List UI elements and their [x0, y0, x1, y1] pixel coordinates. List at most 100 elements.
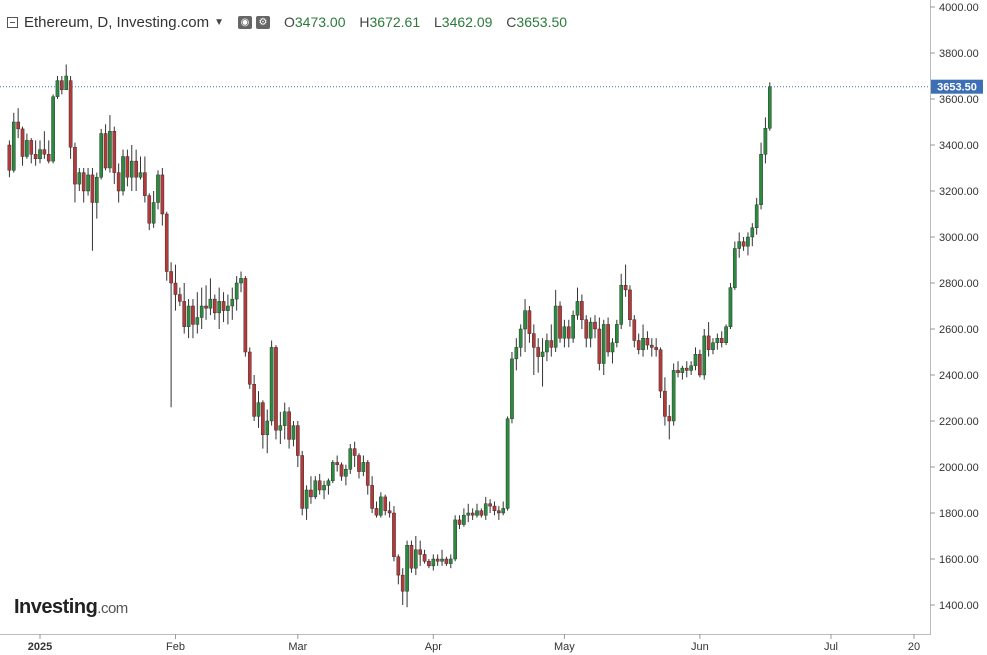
- candle: [95, 172, 99, 219]
- candle-body-down: [435, 558, 440, 562]
- candle: [641, 324, 645, 357]
- candle: [138, 156, 143, 180]
- candle-body-down: [488, 503, 492, 507]
- candle-body-up: [588, 321, 593, 339]
- y-tick-label: 1400.00: [939, 600, 979, 612]
- candle: [728, 283, 733, 329]
- candle: [208, 278, 213, 316]
- eye-icon[interactable]: ◉: [237, 15, 252, 29]
- candle: [86, 168, 90, 196]
- x-tick-label: May: [554, 641, 575, 653]
- candle: [654, 338, 658, 357]
- candle-body-down: [261, 402, 265, 436]
- candle: [558, 301, 562, 343]
- candle-body-up: [282, 411, 287, 426]
- candle-body-up: [217, 301, 221, 314]
- candle: [344, 464, 348, 486]
- candle-body-down: [274, 347, 278, 431]
- candle-body-down: [580, 301, 584, 320]
- candle: [746, 232, 750, 256]
- candle-body-down: [164, 213, 169, 272]
- candle: [60, 76, 64, 95]
- chevron-down-icon[interactable]: ▼: [214, 16, 224, 28]
- y-tick-label: 2200.00: [939, 416, 979, 428]
- candle: [191, 299, 195, 339]
- candle-body-up: [278, 425, 283, 431]
- candle: [25, 133, 29, 159]
- y-tick-label: 1800.00: [939, 508, 979, 520]
- candle-body-up: [326, 480, 331, 486]
- candle: [282, 402, 287, 440]
- candle-body-down: [147, 195, 152, 224]
- candle-body-up: [571, 315, 575, 339]
- candle: [483, 496, 488, 520]
- candle: [247, 347, 252, 389]
- settings-gear-icon[interactable]: ⚙: [255, 15, 270, 29]
- candle: [540, 338, 545, 387]
- candle: [335, 455, 339, 472]
- candle-body-down: [558, 305, 562, 339]
- candle-body-up: [265, 420, 270, 436]
- investing-logo: Investing.com: [14, 596, 128, 618]
- candle: [265, 409, 270, 454]
- ohlc-high: H3672.61: [359, 14, 421, 30]
- candle: [422, 549, 427, 564]
- candle: [645, 331, 650, 350]
- candle: [16, 108, 20, 139]
- candle: [156, 170, 160, 210]
- candle: [636, 333, 641, 355]
- candle-body-up: [737, 241, 741, 249]
- candle-body-up: [304, 489, 309, 509]
- candle-body-up: [55, 80, 60, 97]
- candle-body-up: [77, 172, 82, 185]
- candle-body-down: [741, 241, 746, 247]
- candle-body-up: [545, 340, 549, 353]
- candle: [11, 112, 16, 173]
- candle: [195, 292, 200, 334]
- candle: [317, 473, 322, 495]
- candle: [763, 117, 768, 164]
- candle-body-down: [335, 462, 339, 465]
- candle-body-down: [29, 140, 34, 155]
- candle-body-down: [90, 174, 95, 203]
- candle-body-up: [610, 342, 615, 353]
- candle: [527, 306, 532, 343]
- candle: [733, 241, 737, 290]
- candle: [601, 319, 606, 375]
- candle: [143, 156, 147, 203]
- candle-body-down: [597, 328, 602, 364]
- candle: [623, 264, 628, 297]
- candle: [698, 349, 702, 378]
- candle: [199, 287, 204, 329]
- candle-body-up: [86, 174, 90, 192]
- candle-body-up: [680, 367, 685, 373]
- candle: [221, 292, 226, 323]
- y-tick-label: 3800.00: [939, 48, 979, 60]
- candle: [523, 299, 527, 352]
- chart-header: Ethereum, D, Investing.com ▼ ◉ ⚙ O3473.0…: [0, 0, 930, 44]
- candle-body-up: [151, 202, 156, 224]
- candle: [562, 319, 567, 348]
- candle-body-down: [178, 294, 182, 302]
- candle-body-up: [431, 558, 436, 567]
- candle: [606, 317, 610, 357]
- candle-body-up: [728, 287, 733, 327]
- candle: [173, 264, 178, 311]
- candle-body-up: [405, 545, 409, 592]
- candle: [427, 559, 431, 569]
- candle: [667, 404, 672, 440]
- candle-body-up: [361, 462, 366, 472]
- candle: [759, 142, 763, 210]
- candle: [706, 322, 711, 357]
- candle-body-up: [462, 515, 466, 525]
- collapse-toggle-icon[interactable]: [7, 16, 18, 28]
- candle: [444, 556, 449, 566]
- candle-body-up: [619, 285, 624, 325]
- candle-body-up: [138, 172, 143, 178]
- candle: [234, 276, 239, 311]
- candle-body-down: [676, 370, 680, 373]
- candle-body-up: [322, 485, 326, 491]
- candle-body-up: [453, 519, 457, 560]
- candle-body-down: [173, 282, 178, 295]
